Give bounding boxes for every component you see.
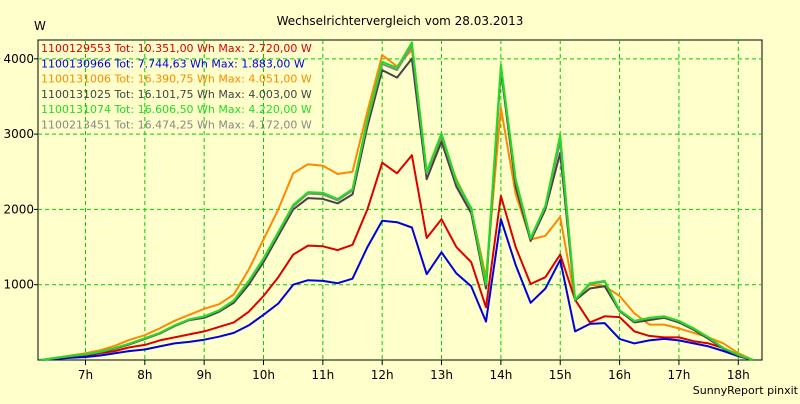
y-tick-label: 1000 <box>3 278 34 292</box>
x-tick-label: 15h <box>549 368 572 382</box>
y-axis-unit-label: W <box>34 19 46 33</box>
x-tick-label: 11h <box>311 368 334 382</box>
x-tick-label: 7h <box>78 368 93 382</box>
footer-credit: SunnyReport pinxit <box>693 384 799 397</box>
x-tick-label: 8h <box>137 368 152 382</box>
y-tick-label: 3000 <box>3 127 34 141</box>
x-tick-label: 13h <box>430 368 453 382</box>
grid <box>38 40 762 360</box>
series-line <box>40 41 754 361</box>
x-tick-label: 9h <box>197 368 212 382</box>
legend-entry: 1100131074 Tot: 16.606,50 Wh Max: 4.220,… <box>41 103 312 116</box>
x-tick-label: 10h <box>252 368 275 382</box>
series-lines <box>40 41 754 361</box>
legend-entry: 1100131006 Tot: 16.390,75 Wh Max: 4.051,… <box>41 73 312 86</box>
x-tick-label: 18h <box>727 368 750 382</box>
axes: 7h 8h 9h 10h 11h 12h 13h 14h 15h 16h 17h 18h 1000 200… <box>3 52 749 382</box>
x-tick-label: 12h <box>371 368 394 382</box>
legend-entry: 1100129553 Tot: 10.351,00 Wh Max: 2.720,… <box>41 42 312 55</box>
y-tick-label: 2000 <box>3 202 34 216</box>
series-line <box>40 218 754 361</box>
x-tick-label: 14h <box>489 368 512 382</box>
legend-entry: 1100213451 Tot: 16.474,25 Wh Max: 4.172,… <box>41 119 312 132</box>
y-tick-label: 4000 <box>3 52 34 66</box>
plot-area <box>37 39 763 361</box>
legend-entry: 1100131025 Tot: 16.101,75 Wh Max: 4.003,… <box>41 88 312 101</box>
legend: 1100129553 Tot: 10.351,00 Wh Max: 2.720,… <box>41 42 312 132</box>
legend-entry: 1100130966 Tot: 7.744,63 Wh Max: 1.883,0… <box>41 57 305 70</box>
x-tick-label: 17h <box>667 368 690 382</box>
chart-title: Wechselrichtervergleich vom 28.03.2013 <box>277 14 524 28</box>
series-line <box>40 154 754 361</box>
x-tick-label: 16h <box>608 368 631 382</box>
